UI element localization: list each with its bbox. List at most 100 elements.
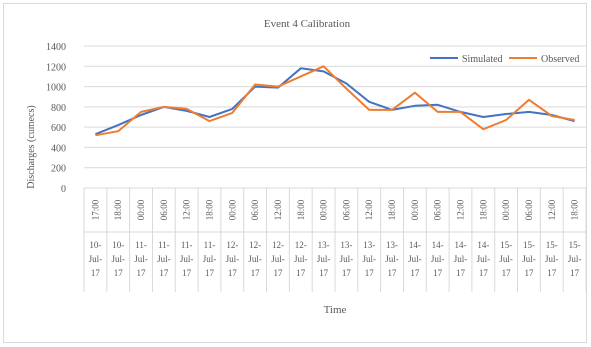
x-tick-time-label: 00:00 bbox=[319, 199, 329, 220]
x-tick-date-label: 17 bbox=[296, 268, 306, 278]
x-tick-date-label: 17 bbox=[365, 268, 375, 278]
x-tick-date-label: Jul- bbox=[431, 254, 445, 264]
y-tick-label: 600 bbox=[51, 123, 66, 134]
x-tick-time-label: 06:00 bbox=[341, 199, 351, 220]
x-tick-date-label: 17 bbox=[456, 268, 466, 278]
x-tick-date-label: 14- bbox=[432, 240, 444, 250]
chart-title: Event 4 Calibration bbox=[264, 18, 351, 30]
x-tick-time-label: 18:00 bbox=[387, 199, 397, 220]
x-tick-date-label: Jul- bbox=[203, 254, 217, 264]
x-tick-time-label: 12:00 bbox=[456, 199, 466, 220]
x-tick-time-label: 12:00 bbox=[182, 199, 192, 220]
x-tick-time-label: 06:00 bbox=[524, 199, 534, 220]
x-tick-date-label: 17 bbox=[410, 268, 420, 278]
x-tick-date-label: 14- bbox=[409, 240, 421, 250]
x-tick-time-label: 18:00 bbox=[205, 199, 215, 220]
x-tick-time-label: 06:00 bbox=[250, 199, 260, 220]
x-tick-date-label: 10- bbox=[112, 240, 124, 250]
x-tick-date-label: 17 bbox=[433, 268, 443, 278]
x-tick-date-label: 12- bbox=[272, 240, 284, 250]
x-tick-date-label: 17 bbox=[502, 268, 512, 278]
x-tick-date-label: 17 bbox=[319, 268, 329, 278]
x-tick-time-label: 18:00 bbox=[570, 199, 580, 220]
x-tick-date-label: 17 bbox=[273, 268, 283, 278]
x-tick-time-label: 12:00 bbox=[273, 199, 283, 220]
x-tick-date-label: Jul- bbox=[522, 254, 536, 264]
x-tick-date-label: Jul- bbox=[157, 254, 171, 264]
x-tick-time-label: 12:00 bbox=[547, 199, 557, 220]
x-tick-date-label: 11- bbox=[158, 240, 170, 250]
x-tick-date-label: Jul- bbox=[271, 254, 285, 264]
x-tick-date-label: 17 bbox=[479, 268, 489, 278]
x-tick-date-label: 12- bbox=[249, 240, 261, 250]
x-tick-date-label: Jul- bbox=[362, 254, 376, 264]
x-tick-date-label: Jul- bbox=[340, 254, 354, 264]
x-tick-date-label: Jul- bbox=[477, 254, 491, 264]
x-tick-time-label: 18:00 bbox=[113, 199, 123, 220]
y-tick-label: 1000 bbox=[46, 83, 66, 94]
x-tick-date-label: Jul- bbox=[454, 254, 468, 264]
x-tick-date-label: Jul- bbox=[385, 254, 399, 264]
y-tick-label: 200 bbox=[51, 164, 66, 175]
x-tick-date-label: 17 bbox=[524, 268, 534, 278]
x-tick-date-label: 15- bbox=[523, 240, 535, 250]
x-tick-date-label: Jul- bbox=[408, 254, 422, 264]
x-tick-time-label: 18:00 bbox=[296, 199, 306, 220]
x-tick-date-label: 13- bbox=[318, 240, 330, 250]
x-tick-date-label: 17 bbox=[114, 268, 124, 278]
x-tick-date-label: 17 bbox=[182, 268, 192, 278]
x-tick-date-label: Jul- bbox=[248, 254, 262, 264]
x-tick-date-label: 17 bbox=[570, 268, 580, 278]
x-tick-date-label: 14- bbox=[455, 240, 467, 250]
x-tick-date-label: 14- bbox=[477, 240, 489, 250]
x-tick-date-label: 17 bbox=[159, 268, 169, 278]
x-tick-date-label: Jul- bbox=[499, 254, 513, 264]
x-axis-title: Time bbox=[324, 304, 347, 316]
x-tick-time-label: 00:00 bbox=[410, 199, 420, 220]
x-tick-time-label: 06:00 bbox=[433, 199, 443, 220]
chart-frame bbox=[3, 3, 587, 343]
x-tick-date-label: 13- bbox=[340, 240, 352, 250]
x-tick-date-label: Jul- bbox=[89, 254, 103, 264]
x-tick-date-label: Jul- bbox=[317, 254, 331, 264]
x-tick-date-label: 17 bbox=[91, 268, 101, 278]
x-tick-date-label: Jul- bbox=[568, 254, 582, 264]
x-tick-time-label: 06:00 bbox=[159, 199, 169, 220]
x-tick-time-label: 18:00 bbox=[478, 199, 488, 220]
x-tick-date-label: 15- bbox=[569, 240, 581, 250]
x-tick-date-label: 17 bbox=[205, 268, 215, 278]
x-tick-date-label: 17 bbox=[228, 268, 238, 278]
y-tick-label: 0 bbox=[61, 184, 66, 195]
x-tick-date-label: 15- bbox=[500, 240, 512, 250]
x-tick-time-label: 00:00 bbox=[227, 199, 237, 220]
y-tick-label: 800 bbox=[51, 103, 66, 114]
legend-label-observed: Observed bbox=[541, 54, 579, 65]
x-tick-time-label: 00:00 bbox=[136, 199, 146, 220]
x-tick-date-label: 10- bbox=[89, 240, 101, 250]
x-tick-date-label: 17 bbox=[547, 268, 557, 278]
x-tick-date-label: 13- bbox=[386, 240, 398, 250]
x-tick-date-label: 15- bbox=[546, 240, 558, 250]
x-tick-date-label: 11- bbox=[204, 240, 216, 250]
x-tick-date-label: 12- bbox=[295, 240, 307, 250]
y-tick-label: 1400 bbox=[46, 42, 66, 53]
x-tick-date-label: 12- bbox=[226, 240, 238, 250]
y-tick-label: 400 bbox=[51, 143, 66, 154]
x-tick-date-label: 17 bbox=[342, 268, 352, 278]
x-tick-date-label: Jul- bbox=[134, 254, 148, 264]
x-tick-date-label: Jul- bbox=[226, 254, 240, 264]
x-tick-time-label: 17:00 bbox=[90, 199, 100, 220]
x-tick-date-label: Jul- bbox=[545, 254, 559, 264]
x-tick-date-label: 13- bbox=[363, 240, 375, 250]
x-tick-date-label: Jul- bbox=[294, 254, 308, 264]
x-tick-date-label: 17 bbox=[251, 268, 261, 278]
legend-label-simulated: Simulated bbox=[462, 54, 503, 65]
x-tick-time-label: 00:00 bbox=[501, 199, 511, 220]
x-tick-time-label: 12:00 bbox=[364, 199, 374, 220]
y-tick-label: 1200 bbox=[46, 62, 66, 73]
x-tick-date-label: 17 bbox=[388, 268, 398, 278]
y-axis-title: Discharges (cumecs) bbox=[26, 105, 37, 188]
x-tick-date-label: Jul- bbox=[111, 254, 125, 264]
x-tick-date-label: 11- bbox=[135, 240, 147, 250]
